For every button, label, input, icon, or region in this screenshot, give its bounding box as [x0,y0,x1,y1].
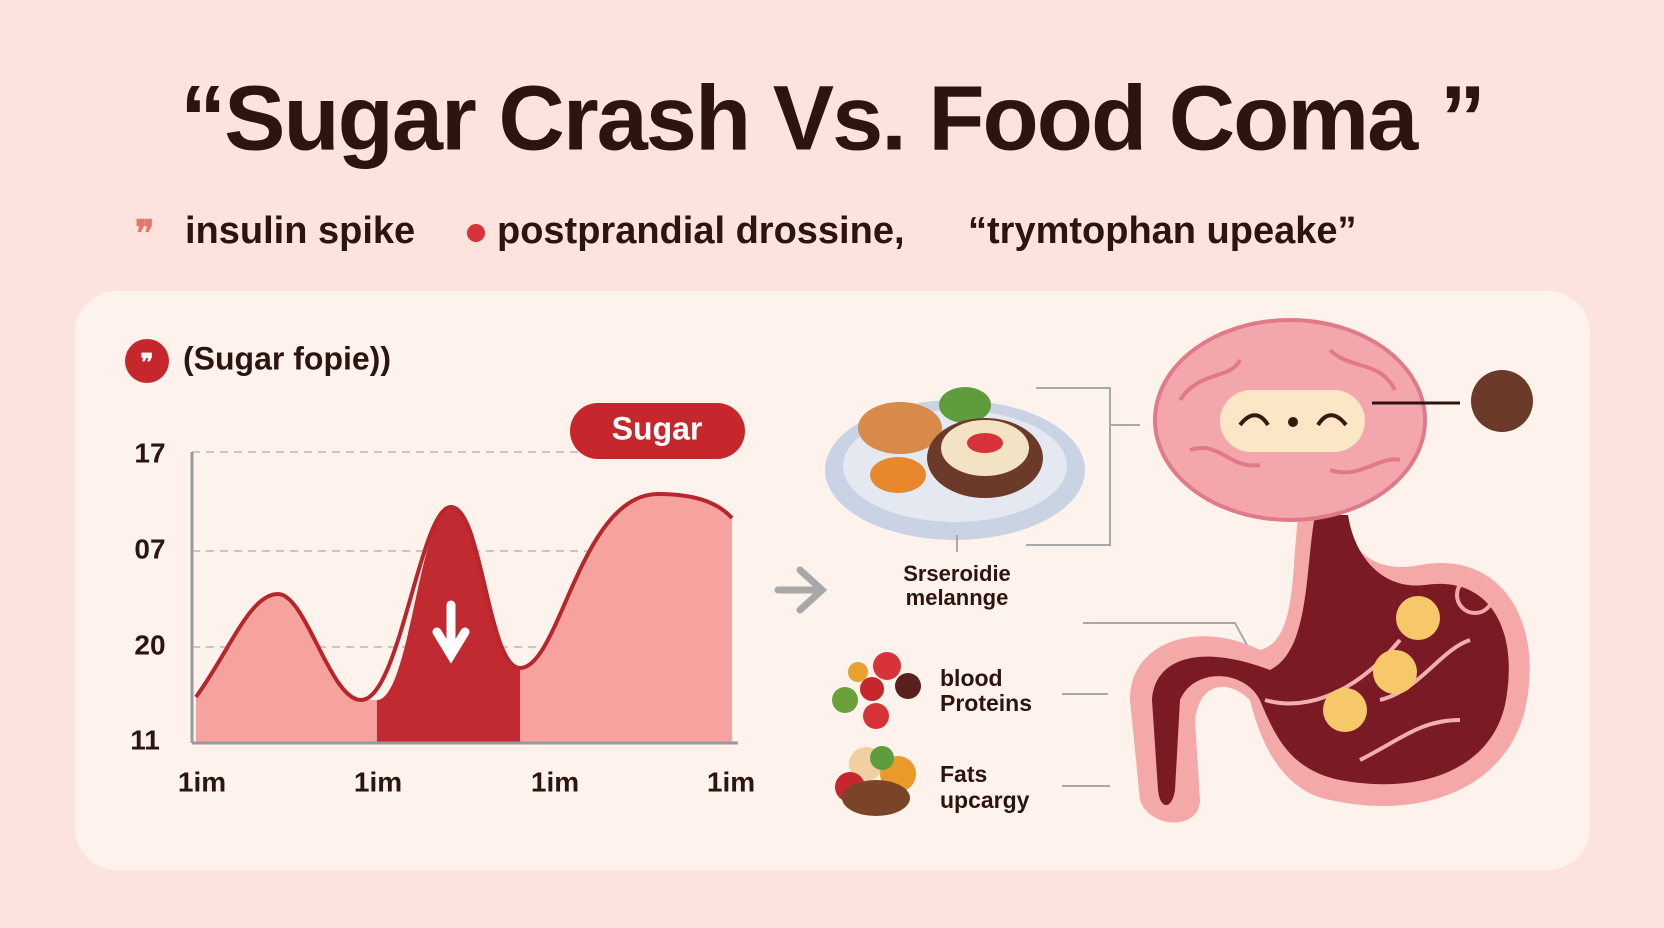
stomach [1130,505,1530,823]
food [939,387,991,423]
legend-dot [467,224,485,242]
nutrient [1323,688,1367,732]
food-label: Fats [940,761,987,787]
dot [832,687,858,713]
nutrient [1396,596,1440,640]
connector [1026,387,1111,546]
curve [194,491,734,703]
food-label: blood [940,665,1003,691]
dot [860,677,884,701]
area [196,594,377,742]
protein-icon [832,652,921,729]
stomach-inner [1152,515,1509,805]
food-label: Srseroidie [903,561,1011,586]
x-tick-label: 1im [531,766,579,797]
badge [570,403,745,459]
brain-fold [1178,348,1401,475]
dot [842,780,910,816]
eyes [1238,413,1348,427]
area [520,494,732,742]
dot [895,673,921,699]
brain [1153,318,1533,522]
badge-text: Sugar [612,410,703,446]
cluster [1455,575,1495,615]
y-tick-label: 11 [130,724,160,755]
plate [825,387,1085,540]
panel-icon [125,339,169,383]
dot [848,662,868,682]
legend-item: insulin spike [185,210,415,252]
dot [873,652,901,680]
food [870,457,926,493]
y-tick-label: 17 [134,437,165,468]
fat-icon [835,746,916,816]
food [967,433,1003,453]
y-tick-label: 20 [134,629,165,660]
food-label: melannge [906,585,1009,610]
x-tick-label: 1im [707,766,755,797]
food-label: Proteins [940,690,1032,716]
down-arrow [432,600,470,664]
chip-icon [1471,370,1533,432]
food [858,402,942,454]
y-tick-label: 07 [134,533,165,564]
panel-icon-glyph: ❞ [141,349,154,376]
x-tick-label: 1im [354,766,402,797]
quote-icon: ❞ [135,213,154,254]
title: “Sugar Crash Vs. Food Coma ” [180,67,1484,169]
arrow [774,566,828,614]
nutrient [1373,650,1417,694]
legend-item: “trymtophan upeake” [968,210,1357,252]
dot [870,746,894,770]
food-label: upcargy [940,787,1030,813]
x-tick-label: 1im [178,766,226,797]
dot [863,703,889,729]
panel-title: (Sugar fopie)) [183,340,391,376]
nose [1288,417,1298,427]
legend-item: postprandial drossine, [497,210,905,252]
